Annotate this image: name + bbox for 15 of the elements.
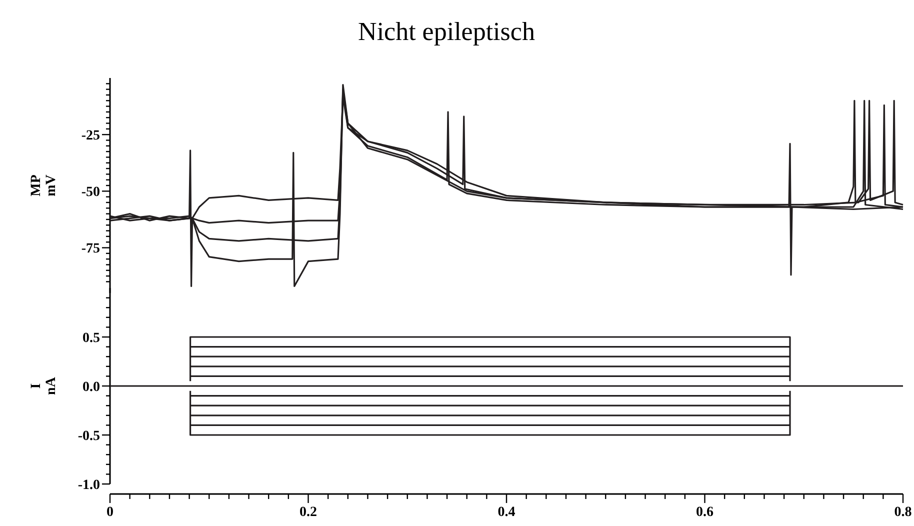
y-axis-title: I nA xyxy=(29,376,59,395)
y-tick-label: -25 xyxy=(81,128,100,144)
y-tick-label: -50 xyxy=(81,185,100,200)
x-tick-label: 0 xyxy=(106,505,114,520)
chart-title: Nicht epileptisch xyxy=(358,17,535,46)
y-tick-label: 0.0 xyxy=(82,380,100,395)
y-axis-title: MP mV xyxy=(29,174,59,196)
x-tick-label: 0.6 xyxy=(696,505,714,520)
y-tick-label: -1.0 xyxy=(78,478,100,493)
y-tick-label: 0.5 xyxy=(82,330,100,346)
y-tick-label: -0.5 xyxy=(78,428,100,444)
x-tick-label: 0.2 xyxy=(300,505,317,520)
y-tick-label: -75 xyxy=(81,242,100,257)
x-tick-label: 0.8 xyxy=(894,505,912,520)
x-tick-label: 0.4 xyxy=(498,505,516,520)
